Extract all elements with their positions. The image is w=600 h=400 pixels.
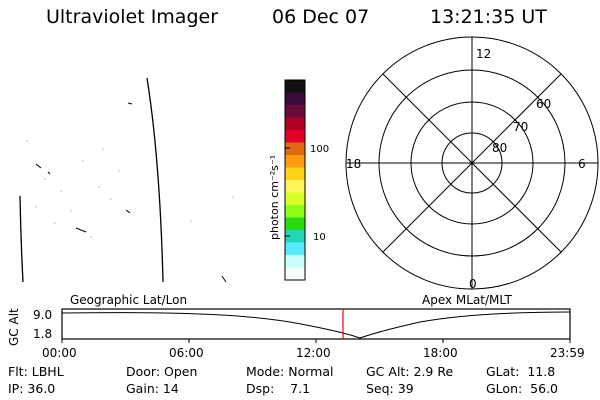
time-tick-0000: 00:00 bbox=[42, 346, 77, 360]
colorbar-swatch bbox=[285, 142, 305, 156]
colorbar-swatch bbox=[285, 217, 305, 231]
colorbar-swatch bbox=[285, 117, 305, 131]
colorbar-swatch bbox=[285, 155, 305, 169]
info-door: Door: Open bbox=[126, 364, 198, 379]
altitude-axis-label: GC Alt bbox=[7, 308, 21, 346]
colorbar-swatch bbox=[285, 205, 305, 219]
altitude-tick-min: 1.8 bbox=[33, 327, 53, 341]
altitude-curve bbox=[61, 311, 571, 339]
mlat-label-70: 70 bbox=[513, 120, 528, 134]
colorbar-swatch bbox=[285, 180, 305, 194]
colorbar-swatch bbox=[285, 130, 305, 144]
time-label: 13:21:35 UT bbox=[430, 6, 547, 28]
limb-arc-right bbox=[146, 77, 164, 283]
info-flt: Flt: LBHL bbox=[8, 364, 64, 379]
mlt-label-18: 18 bbox=[346, 157, 361, 171]
colorbar-unit-label: photon cm⁻²s⁻¹ bbox=[268, 155, 281, 240]
info-ip: IP: 36.0 bbox=[8, 381, 56, 396]
colorbar-gradient bbox=[285, 80, 305, 281]
geographic-image bbox=[19, 77, 234, 283]
time-tick-2359: 23:59 bbox=[550, 346, 585, 360]
geographic-panel-label: Geographic Lat/Lon bbox=[70, 293, 188, 307]
mlat-label-60: 60 bbox=[536, 97, 551, 111]
colorbar-frame bbox=[284, 79, 306, 281]
polar-labels: 12 0 18 6 60 70 80 bbox=[346, 47, 586, 291]
info-gain: Gain: 14 bbox=[126, 381, 179, 396]
colorbar-swatch bbox=[285, 267, 305, 281]
time-tick-1800: 18:00 bbox=[423, 346, 458, 360]
info-glat: GLat: 11.8 bbox=[486, 364, 556, 379]
coastline-fragments bbox=[35, 102, 227, 283]
info-gc-alt: GC Alt: 2.9 Re bbox=[366, 364, 454, 379]
colorbar-swatch bbox=[285, 230, 305, 244]
info-mode: Mode: Normal bbox=[246, 364, 334, 379]
date-label: 06 Dec 07 bbox=[272, 6, 370, 28]
instrument-title: Ultraviolet Imager bbox=[46, 6, 219, 28]
altitude-plot bbox=[61, 308, 571, 343]
time-tick-0600: 06:00 bbox=[169, 346, 204, 360]
colorbar: 100 10 photon cm⁻²s⁻¹ bbox=[268, 79, 329, 281]
colorbar-swatch bbox=[285, 167, 305, 181]
info-dsp: Dsp: 7.1 bbox=[246, 381, 311, 396]
colorbar-swatch bbox=[285, 80, 305, 94]
faint-emission-speckle bbox=[26, 140, 234, 238]
polar-diagonal-2 bbox=[382, 73, 562, 253]
colorbar-swatch bbox=[285, 255, 305, 269]
colorbar-swatch bbox=[285, 92, 305, 106]
mlt-label-0: 0 bbox=[469, 277, 477, 291]
info-glon: GLon: 56.0 bbox=[486, 381, 558, 396]
colorbar-tick-label-10: 10 bbox=[313, 232, 326, 243]
time-tick-1200: 12:00 bbox=[296, 346, 331, 360]
colorbar-swatch bbox=[285, 192, 305, 206]
colorbar-tick-label-100: 100 bbox=[310, 144, 329, 155]
apex-polar-plot bbox=[345, 36, 599, 290]
mlt-label-6: 6 bbox=[578, 157, 586, 171]
mlat-label-80: 80 bbox=[492, 141, 507, 155]
limb-arc-left bbox=[19, 195, 24, 283]
altitude-x-ticks bbox=[61, 339, 571, 343]
apex-panel-label: Apex MLat/MLT bbox=[422, 293, 512, 307]
altitude-tick-max: 9.0 bbox=[33, 308, 53, 322]
colorbar-swatch bbox=[285, 105, 305, 119]
colorbar-swatch bbox=[285, 242, 305, 256]
mlt-label-12: 12 bbox=[476, 47, 491, 61]
info-seq: Seq: 39 bbox=[366, 381, 414, 396]
